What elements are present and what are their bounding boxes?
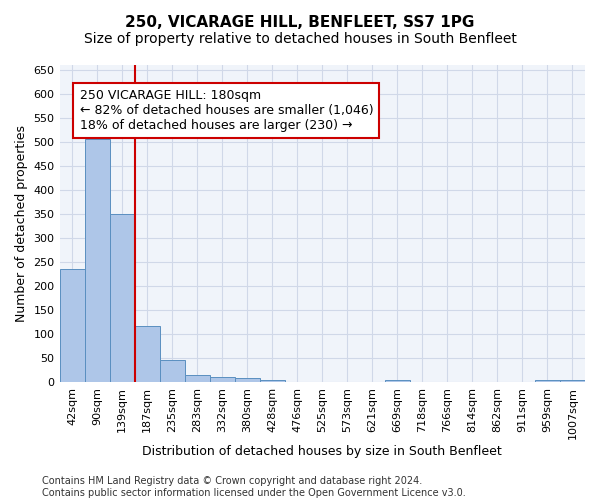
Bar [385, 380, 410, 382]
Bar [560, 380, 585, 382]
Bar [260, 380, 285, 382]
Bar [235, 378, 260, 382]
Bar [85, 138, 110, 382]
Text: 250 VICARAGE HILL: 180sqm
← 82% of detached houses are smaller (1,046)
18% of de: 250 VICARAGE HILL: 180sqm ← 82% of detac… [80, 89, 373, 132]
Bar [535, 380, 560, 382]
Bar [59, 270, 85, 382]
Bar [160, 360, 185, 382]
Bar [134, 326, 160, 382]
Text: Size of property relative to detached houses in South Benfleet: Size of property relative to detached ho… [83, 32, 517, 46]
Text: Contains HM Land Registry data © Crown copyright and database right 2024.
Contai: Contains HM Land Registry data © Crown c… [42, 476, 466, 498]
Bar [185, 374, 209, 382]
Y-axis label: Number of detached properties: Number of detached properties [15, 125, 28, 322]
Bar [110, 214, 134, 382]
Text: 250, VICARAGE HILL, BENFLEET, SS7 1PG: 250, VICARAGE HILL, BENFLEET, SS7 1PG [125, 15, 475, 30]
X-axis label: Distribution of detached houses by size in South Benfleet: Distribution of detached houses by size … [142, 444, 502, 458]
Bar [209, 378, 235, 382]
